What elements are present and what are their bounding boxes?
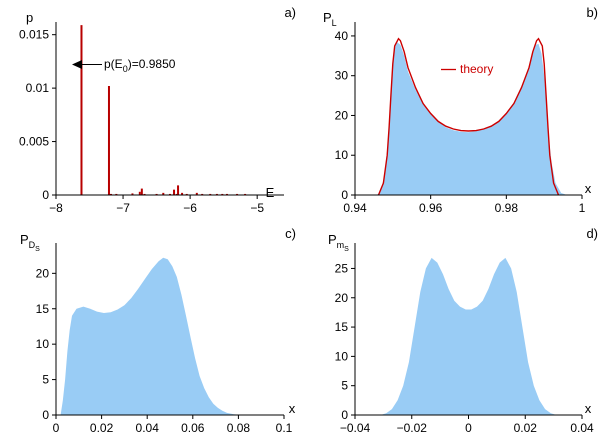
panel-d-ylabel: PmS (328, 232, 349, 253)
panel-d-ytick-label: 5 (341, 379, 348, 393)
panel-d-label: d) (586, 226, 598, 241)
panel-d-ylabel-subsub: S (344, 246, 349, 253)
panel-b-xtick-label: 0.94 (343, 201, 367, 215)
panel-b-xtick-label: 0.96 (419, 201, 443, 215)
panel-c-ytick-label: 10 (36, 337, 50, 351)
panel-b-ylabel-main: P (323, 10, 332, 25)
panel-d-xlabel: x (585, 401, 592, 416)
panel-b-curve (377, 37, 560, 196)
panel-a-spikes (80, 25, 247, 195)
panel-a-xtick-label: −5 (250, 201, 264, 215)
panel-b-ylabel: PL (323, 10, 337, 28)
panel-c-ytick-label: 15 (36, 302, 50, 316)
panel-c-histogram-area (60, 257, 241, 415)
panel-d-ytick-label: 0 (341, 408, 348, 422)
panel-b-ytick-label: 10 (335, 148, 349, 162)
panel-b-ylabel-sub: L (332, 18, 337, 28)
panel-d: 0 5 10 15 20 25 −0.04 −0.02 0 0.02 0.04 PmS x d) (328, 226, 598, 435)
panel-b-xtick-label: 1 (579, 201, 586, 215)
panel-a-ytick-label: 0.01 (26, 81, 50, 95)
panel-c-xtick-label: 0.04 (136, 421, 160, 435)
panel-d-xtick-label: 0 (465, 421, 472, 435)
panel-c-xtick-label: 0.1 (276, 421, 293, 435)
panel-c-ylabel-subsub: S (35, 246, 40, 253)
panel-b-ytick-label: 20 (335, 108, 349, 122)
annotation-rest: )=0.9850 (128, 57, 176, 71)
panel-c: 0 5 10 15 20 0 0.02 0.04 0.06 0.08 0.1 PDS x c) (20, 226, 296, 435)
panel-b-ytick-label: 30 (335, 69, 349, 83)
panel-b-histogram-area (376, 41, 567, 196)
panel-d-ytick-label: 10 (335, 349, 349, 363)
panel-d-xtick-label: 0.04 (570, 421, 594, 435)
panel-a-ytick-label: 0.005 (19, 135, 49, 149)
panel-d-hist (380, 257, 557, 415)
panel-c-xtick-label: 0.02 (90, 421, 114, 435)
panel-d-xtick-label: −0.02 (397, 421, 428, 435)
panel-c-ylabel-main: P (20, 232, 29, 247)
panel-d-xtick-label: −0.04 (340, 421, 371, 435)
panel-b-ytick-label: 0 (341, 188, 348, 202)
panel-b-xlabel: x (585, 181, 592, 196)
panel-b-xtick-label: 0.98 (495, 201, 519, 215)
panel-b-axes: 0 10 20 30 40 0.94 0.96 0.98 1 (335, 22, 586, 215)
panel-a-xtick-label: −6 (183, 201, 197, 215)
panel-c-xtick-label: 0.08 (227, 421, 251, 435)
panel-c-xtick-label: 0.06 (181, 421, 205, 435)
panel-b-ytick-label: 40 (335, 29, 349, 43)
panel-c-ylabel: PDS (20, 232, 40, 253)
panel-a-ylabel: p (26, 10, 33, 25)
panel-a-axes: 0 0.005 0.01 0.015 −8 −7 −6 −5 (19, 22, 284, 215)
panel-a-label: a) (284, 5, 296, 20)
panel-a-ytick-label: 0 (42, 188, 49, 202)
panel-d-histogram-area (380, 257, 557, 415)
panel-c-xtick-label: 0 (53, 421, 60, 435)
panel-b-theory-curve (377, 37, 560, 196)
panel-d-ytick-label: 25 (335, 261, 349, 275)
panel-b: 0 10 20 30 40 0.94 0.96 0.98 1 PL x b) theory (323, 5, 598, 215)
panel-a-xlabel: E (266, 185, 275, 200)
panel-c-hist (60, 257, 241, 415)
panel-c-ytick-label: 5 (42, 373, 49, 387)
panel-a-ytick-label: 0.015 (19, 28, 49, 42)
panel-d-ylabel-main: P (328, 232, 337, 247)
annotation-base: p(E (104, 57, 123, 71)
panel-a-xtick-label: −8 (49, 201, 63, 215)
panel-d-ylabel-sub: m (337, 240, 345, 250)
annotation-sub: 0 (123, 64, 128, 74)
panel-c-ylabel-sub: D (29, 240, 36, 250)
panel-b-hist (376, 41, 567, 196)
panel-a-annotation: p(E0)=0.9850 (104, 57, 176, 74)
panel-c-label: c) (285, 226, 296, 241)
legend-theory-label: theory (460, 62, 493, 76)
panel-c-ytick-label: 20 (36, 266, 50, 280)
panel-d-axes: 0 5 10 15 20 25 −0.04 −0.02 0 0.02 0.04 (335, 243, 594, 435)
panel-d-xtick-label: 0.02 (514, 421, 538, 435)
panel-c-ytick-label: 0 (42, 408, 49, 422)
panel-c-xlabel: x (289, 401, 296, 416)
panel-d-ytick-label: 15 (335, 320, 349, 334)
annotation-arrow (72, 60, 102, 69)
panel-a-xtick-label: −7 (116, 201, 130, 215)
panel-c-axes: 0 5 10 15 20 0 0.02 0.04 0.06 0.08 0.1 (36, 243, 293, 435)
panel-b-label: b) (586, 5, 598, 20)
panel-d-ytick-label: 20 (335, 291, 349, 305)
